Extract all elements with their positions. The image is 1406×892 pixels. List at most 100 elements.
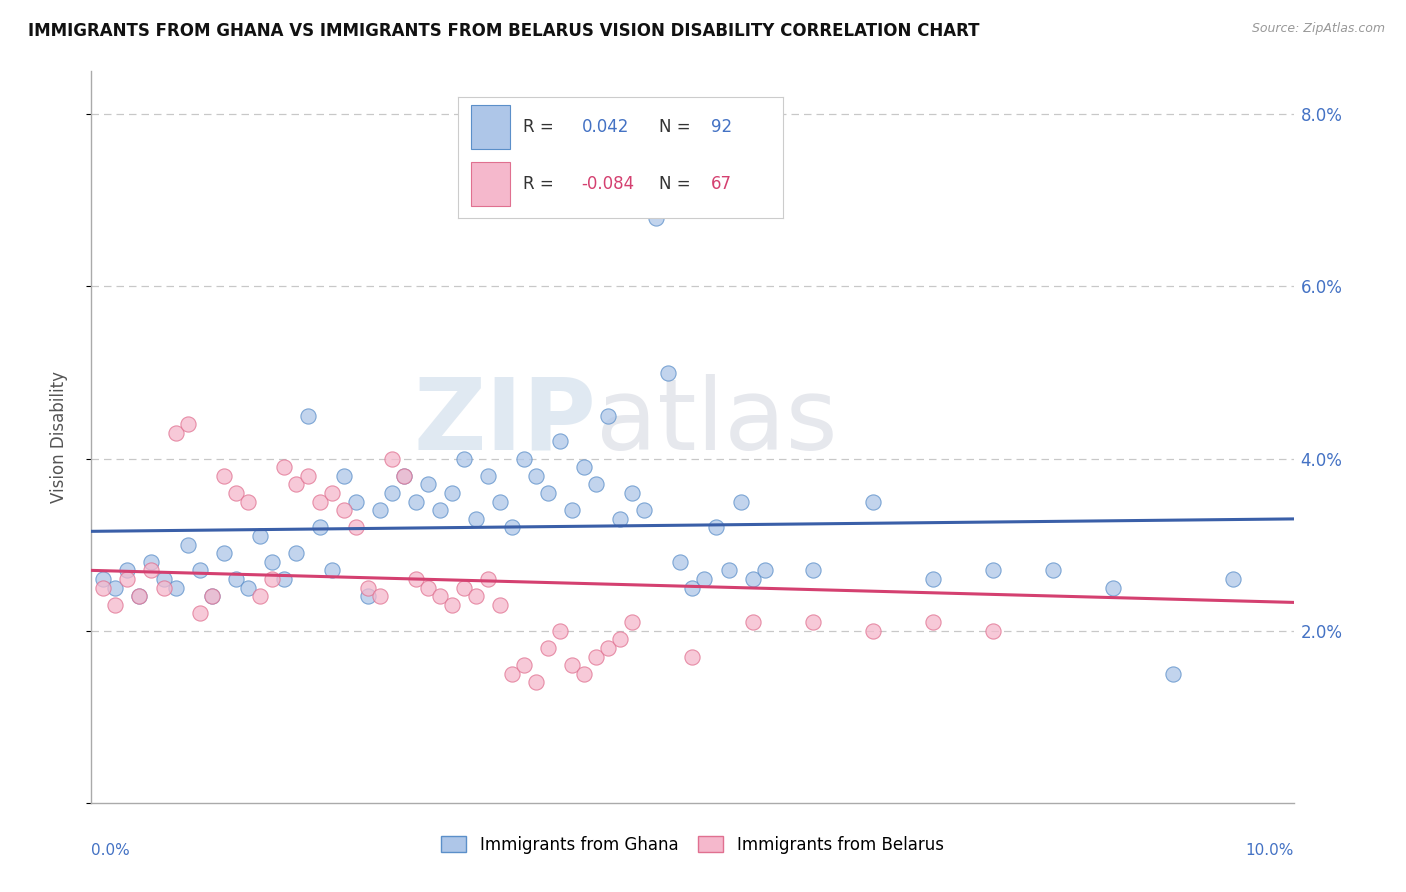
Point bbox=[344, 520, 367, 534]
Point bbox=[741, 572, 763, 586]
Point bbox=[297, 409, 319, 423]
Point bbox=[381, 451, 404, 466]
Point bbox=[513, 658, 536, 673]
Point bbox=[249, 589, 271, 603]
Point bbox=[862, 494, 884, 508]
Point bbox=[152, 572, 174, 586]
Point bbox=[236, 494, 259, 508]
Text: Source: ZipAtlas.com: Source: ZipAtlas.com bbox=[1251, 22, 1385, 36]
Point bbox=[381, 486, 404, 500]
Point bbox=[465, 589, 488, 603]
Point bbox=[524, 468, 547, 483]
Point bbox=[609, 632, 631, 647]
Point bbox=[165, 425, 187, 440]
Point bbox=[152, 581, 174, 595]
Point bbox=[477, 572, 499, 586]
Point bbox=[357, 581, 380, 595]
Point bbox=[548, 624, 571, 638]
Point bbox=[368, 503, 391, 517]
Point bbox=[548, 434, 571, 449]
Legend: Immigrants from Ghana, Immigrants from Belarus: Immigrants from Ghana, Immigrants from B… bbox=[434, 829, 950, 860]
Point bbox=[465, 512, 488, 526]
Point bbox=[176, 417, 198, 432]
Point bbox=[104, 598, 127, 612]
Point bbox=[368, 589, 391, 603]
Point bbox=[453, 581, 475, 595]
Point bbox=[440, 486, 463, 500]
Point bbox=[93, 572, 115, 586]
Point bbox=[598, 640, 620, 655]
Point bbox=[273, 460, 295, 475]
Point bbox=[225, 486, 247, 500]
Point bbox=[585, 649, 607, 664]
Point bbox=[128, 589, 150, 603]
Point bbox=[585, 477, 607, 491]
Point bbox=[273, 572, 295, 586]
Point bbox=[188, 564, 211, 578]
Point bbox=[308, 520, 330, 534]
Point bbox=[524, 675, 547, 690]
Point bbox=[117, 572, 139, 586]
Point bbox=[416, 477, 439, 491]
Point bbox=[537, 486, 560, 500]
Text: 10.0%: 10.0% bbox=[1246, 843, 1294, 858]
Point bbox=[754, 564, 776, 578]
Point bbox=[260, 572, 283, 586]
Point bbox=[141, 564, 163, 578]
Point bbox=[1102, 581, 1125, 595]
Point bbox=[333, 503, 356, 517]
Text: 0.0%: 0.0% bbox=[91, 843, 131, 858]
Point bbox=[297, 468, 319, 483]
Point bbox=[236, 581, 259, 595]
Point bbox=[344, 494, 367, 508]
Point bbox=[669, 555, 692, 569]
Point bbox=[598, 409, 620, 423]
Point bbox=[730, 494, 752, 508]
Text: ZIP: ZIP bbox=[413, 374, 596, 471]
Point bbox=[645, 211, 668, 225]
Y-axis label: Vision Disability: Vision Disability bbox=[49, 371, 67, 503]
Point bbox=[440, 598, 463, 612]
Point bbox=[284, 546, 307, 560]
Point bbox=[501, 520, 523, 534]
Point bbox=[633, 503, 655, 517]
Point bbox=[621, 486, 644, 500]
Point bbox=[981, 624, 1004, 638]
Point bbox=[201, 589, 224, 603]
Point bbox=[574, 666, 596, 681]
Point bbox=[429, 503, 451, 517]
Point bbox=[141, 555, 163, 569]
Point bbox=[260, 555, 283, 569]
Point bbox=[176, 538, 198, 552]
Point bbox=[513, 451, 536, 466]
Point bbox=[453, 451, 475, 466]
Point bbox=[489, 598, 512, 612]
Point bbox=[225, 572, 247, 586]
Point bbox=[405, 572, 427, 586]
Point bbox=[321, 486, 343, 500]
Point bbox=[862, 624, 884, 638]
Point bbox=[392, 468, 415, 483]
Point bbox=[321, 564, 343, 578]
Point bbox=[93, 581, 115, 595]
Point bbox=[657, 366, 679, 380]
Point bbox=[1161, 666, 1184, 681]
Point bbox=[561, 658, 583, 673]
Point bbox=[561, 503, 583, 517]
Point bbox=[801, 615, 824, 629]
Point bbox=[405, 494, 427, 508]
Point bbox=[706, 520, 728, 534]
Point bbox=[333, 468, 356, 483]
Point bbox=[201, 589, 224, 603]
Point bbox=[188, 607, 211, 621]
Point bbox=[489, 494, 512, 508]
Point bbox=[717, 564, 740, 578]
Point bbox=[981, 564, 1004, 578]
Point bbox=[741, 615, 763, 629]
Text: IMMIGRANTS FROM GHANA VS IMMIGRANTS FROM BELARUS VISION DISABILITY CORRELATION C: IMMIGRANTS FROM GHANA VS IMMIGRANTS FROM… bbox=[28, 22, 980, 40]
Point bbox=[801, 564, 824, 578]
Point bbox=[416, 581, 439, 595]
Point bbox=[308, 494, 330, 508]
Point bbox=[501, 666, 523, 681]
Point bbox=[922, 615, 945, 629]
